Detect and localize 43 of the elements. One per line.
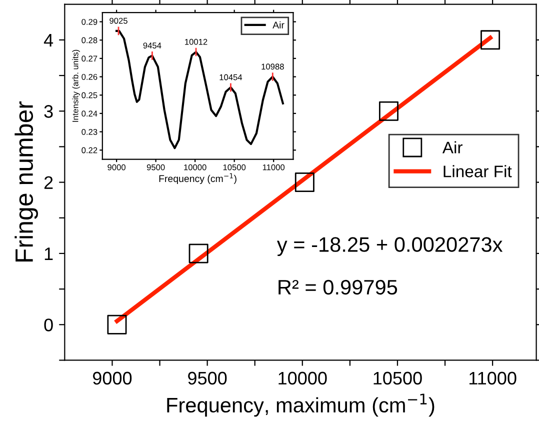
y-axis-title: Fringe number: [14, 101, 38, 262]
point: [378, 101, 398, 121]
legend-label: Linear Fit: [444, 165, 512, 178]
x-axis-title: Frequency (cm$^{−1}$): [159, 173, 236, 184]
y-tick-label: 0.25: [82, 92, 98, 98]
line-series: [116, 30, 284, 150]
y-tick-label: 0.24: [82, 110, 98, 117]
x-tick-label: 11000: [470, 372, 516, 385]
legend-label: Air: [442, 141, 462, 154]
annotation: R² = 0.99795: [278, 280, 398, 295]
y-tick-label: 0: [44, 318, 53, 332]
x-tick-label: 9000: [108, 164, 126, 170]
x-axis-title: Frequency, maximum (cm$^{−1}$): [167, 394, 434, 417]
x-tick-label: 9000: [92, 372, 132, 385]
annotation: y = -18.25 + 0.0020273x: [276, 237, 503, 256]
annotation: 10454: [220, 74, 242, 80]
point: [107, 314, 127, 334]
x-tick-label: 10000: [184, 164, 206, 170]
y-tick-label: 0.29: [82, 18, 98, 25]
y-tick-label: 0.22: [82, 147, 98, 154]
y-tick-label: 1: [44, 248, 53, 260]
y-tick-label: 4: [44, 34, 54, 46]
legend-label: Air: [272, 21, 284, 28]
y-tick-label: 0.27: [82, 56, 98, 62]
x-tick-label: 11000: [262, 164, 285, 170]
y-tick-label: 2: [44, 176, 53, 189]
point: [188, 244, 208, 264]
annotation: 9454: [143, 42, 162, 48]
x-tick-label: 10500: [223, 164, 246, 170]
y-tick-label: 0.26: [82, 74, 98, 80]
y-tick-label: 3: [44, 105, 53, 118]
x-tick-label: 10500: [374, 372, 422, 385]
annotation: 10012: [185, 38, 208, 45]
y-tick-label: 0.28: [82, 37, 98, 44]
x-tick-label: 9500: [146, 164, 165, 170]
x-tick-label: 10000: [278, 372, 327, 385]
x-tick-label: 9500: [188, 372, 227, 385]
point: [480, 30, 500, 50]
point: [294, 172, 314, 192]
y-axis-title: Intensity (arb. units): [72, 50, 80, 122]
annotation: 10988: [262, 64, 284, 70]
y-tick-label: 0.23: [82, 128, 98, 135]
annotation: 9025: [110, 18, 128, 24]
